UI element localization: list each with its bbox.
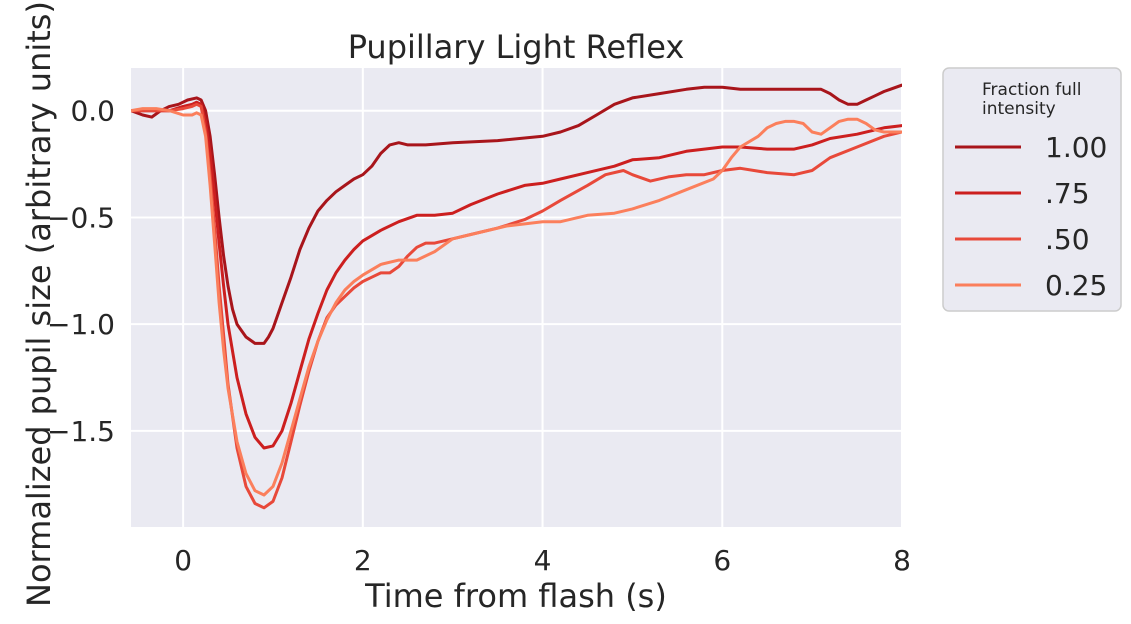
x-tick-label: 2: [354, 544, 372, 577]
grid: [131, 68, 903, 527]
legend-label-3: 0.25: [1045, 269, 1107, 302]
plot-background: [131, 68, 902, 527]
x-tick-label: 0: [174, 544, 192, 577]
y-axis-title: Normalized pupil size (arbitrary units): [20, 1, 58, 607]
chart-title: Pupillary Light Reflex: [348, 28, 685, 66]
y-tick-label: −1.5: [47, 415, 115, 448]
series-line-1: [131, 100, 902, 450]
series-line-3: [131, 107, 902, 497]
x-tick-label: 4: [534, 544, 552, 577]
x-tick-label: 6: [713, 544, 731, 577]
legend-title-line-1: Fraction full: [982, 80, 1081, 100]
y-tick-label: −0.5: [47, 201, 115, 234]
legend: Fraction full intensity 1.00 .75 .50 0.25: [942, 67, 1122, 312]
x-tick-label: 8: [893, 544, 911, 577]
legend-box: [942, 67, 1122, 312]
x-tick-labels: 0 2 4 6 8: [174, 544, 911, 577]
series-lines: [131, 83, 902, 510]
legend-label-0: 1.00: [1045, 131, 1107, 164]
y-tick-label: −1.0: [47, 308, 115, 341]
x-axis-title: Time from flash (s): [364, 577, 667, 615]
legend-label-1: .75: [1045, 177, 1090, 210]
y-tick-label: 0.0: [70, 95, 115, 128]
legend-title-line-2: intensity: [982, 99, 1056, 119]
series-line-0: [131, 83, 902, 345]
y-tick-labels: 0.0 −0.5 −1.0 −1.5: [47, 95, 115, 448]
legend-label-2: .50: [1045, 223, 1090, 256]
